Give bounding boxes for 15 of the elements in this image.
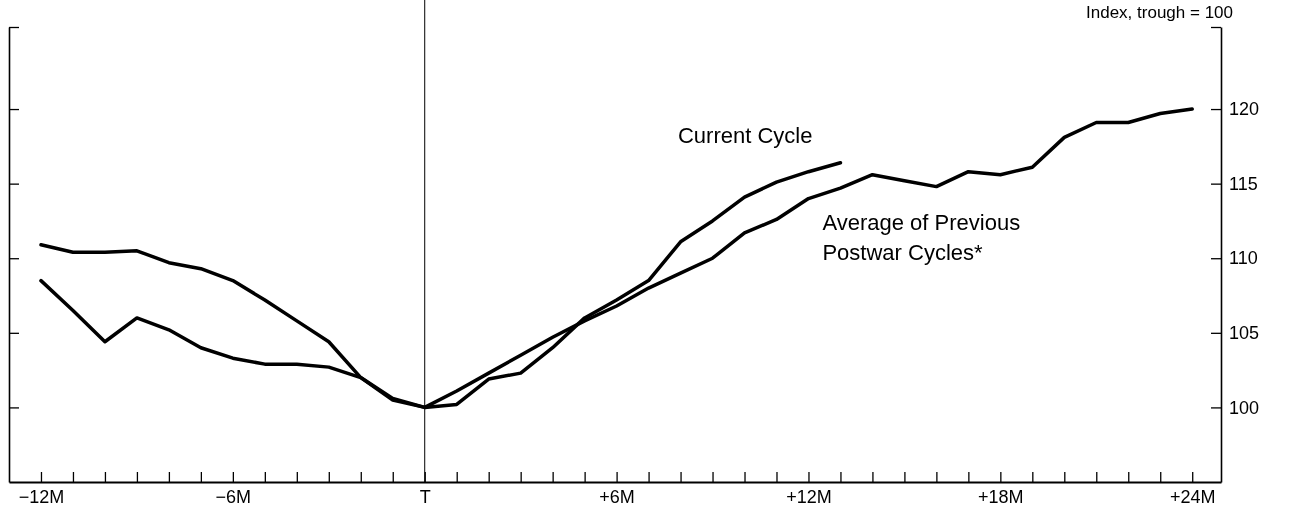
- y-tick-label: 110: [1229, 248, 1258, 269]
- y-tick-label: 115: [1229, 173, 1258, 194]
- y-axis-title: Index, trough = 100: [1086, 3, 1233, 22]
- series-label: Average of Previous Postwar Cycles*: [822, 209, 1021, 265]
- x-tick-label: +24M: [1169, 486, 1216, 507]
- x-tick-label: −6M: [215, 486, 252, 507]
- x-tick-label: T: [419, 486, 431, 507]
- x-tick-label: +6M: [599, 486, 635, 507]
- y-tick-label: 120: [1229, 99, 1260, 120]
- series-label: Current Cycle: [677, 122, 813, 148]
- x-tick-label: +12M: [786, 486, 832, 507]
- x-tick-label: −12M: [18, 486, 65, 507]
- x-tick-label: +18M: [978, 486, 1024, 507]
- y-tick-label: 105: [1229, 323, 1260, 344]
- y-tick-label: 100: [1229, 397, 1260, 418]
